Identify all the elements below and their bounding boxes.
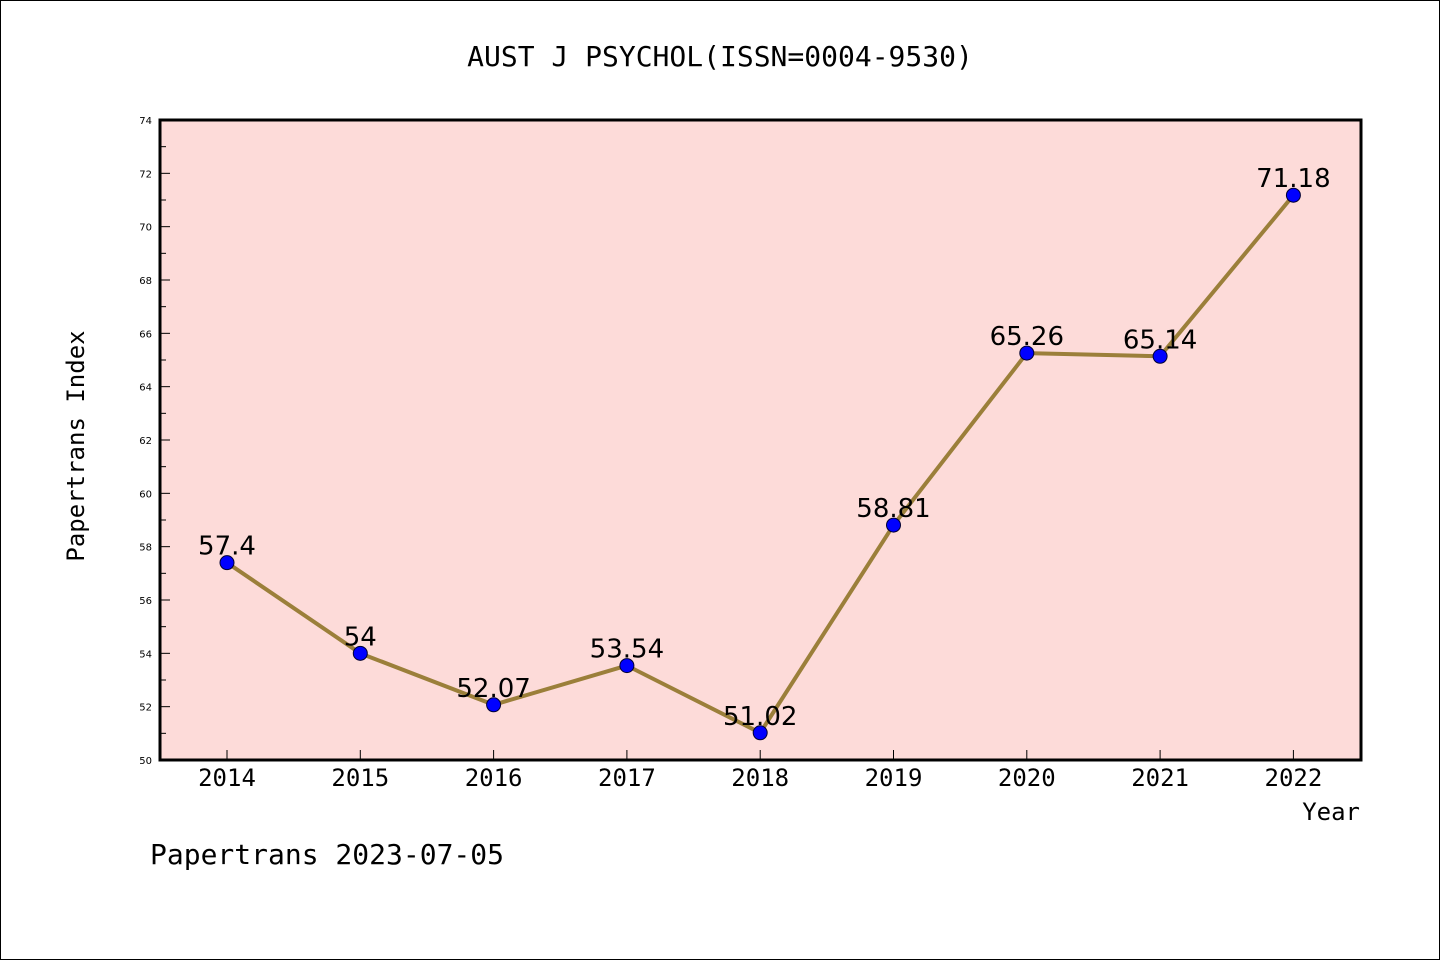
data-label: 53.54 bbox=[590, 635, 664, 665]
y-tick-label: 54 bbox=[139, 649, 152, 660]
x-tick-label: 2016 bbox=[465, 764, 523, 792]
data-point bbox=[486, 697, 502, 713]
data-point bbox=[619, 658, 635, 674]
data-label: 65.26 bbox=[990, 322, 1064, 352]
data-point bbox=[219, 555, 235, 571]
y-tick-label: 52 bbox=[139, 703, 152, 714]
data-point bbox=[752, 725, 768, 741]
data-label: 52.07 bbox=[456, 674, 530, 704]
x-tick-label: 2018 bbox=[731, 764, 789, 792]
x-tick-label: 2015 bbox=[331, 764, 389, 792]
y-tick-label: 64 bbox=[139, 383, 152, 394]
y-tick-label: 74 bbox=[139, 116, 152, 127]
y-tick-label: 66 bbox=[139, 329, 152, 340]
y-tick-label: 50 bbox=[139, 756, 152, 767]
plot-area bbox=[158, 118, 1363, 762]
x-axis-label: Year bbox=[1302, 798, 1360, 826]
x-tick-label: 2021 bbox=[1131, 764, 1189, 792]
data-label: 51.02 bbox=[723, 702, 797, 732]
y-tick-label: 56 bbox=[139, 596, 152, 607]
y-tick-label: 58 bbox=[139, 543, 152, 554]
y-tick-label: 60 bbox=[139, 489, 152, 500]
chart-title: AUST J PSYCHOL(ISSN=0004-9530) bbox=[467, 40, 973, 73]
y-tick-label: 72 bbox=[139, 169, 152, 180]
x-tick-label: 2022 bbox=[1265, 764, 1323, 792]
series-line-group: 57.4 54 52.07 53.54 51.02 58.81 65.26 65.14 71.1… bbox=[198, 164, 1331, 741]
data-point bbox=[1019, 345, 1035, 361]
data-point bbox=[352, 645, 368, 661]
x-tick-label: 2017 bbox=[598, 764, 656, 792]
data-point bbox=[886, 517, 901, 533]
data-label: 54 bbox=[344, 622, 377, 652]
data-label: 57.4 bbox=[198, 532, 256, 562]
y-tick-label: 70 bbox=[139, 223, 152, 234]
x-tick-label: 2019 bbox=[865, 764, 923, 792]
y-tick-label: 68 bbox=[139, 276, 152, 287]
data-point bbox=[1152, 348, 1168, 364]
y-axis: 50 52 54 56 58 60 62 64 66 68 70 72 74 bbox=[139, 116, 170, 767]
data-label: 58.81 bbox=[856, 494, 930, 524]
y-tick-label: 62 bbox=[139, 436, 152, 447]
data-point bbox=[1285, 187, 1301, 203]
x-tick-label: 2020 bbox=[998, 764, 1056, 792]
x-axis: 2014 2015 2016 2017 2018 2019 2020 2021 2022 bbox=[198, 750, 1322, 792]
x-tick-label: 2014 bbox=[198, 764, 256, 792]
y-axis-label: Papertrans Index bbox=[62, 330, 90, 561]
data-label: 65.14 bbox=[1123, 325, 1197, 355]
data-label: 71.18 bbox=[1256, 164, 1330, 194]
footer-text: Papertrans 2023-07-05 bbox=[150, 838, 504, 871]
